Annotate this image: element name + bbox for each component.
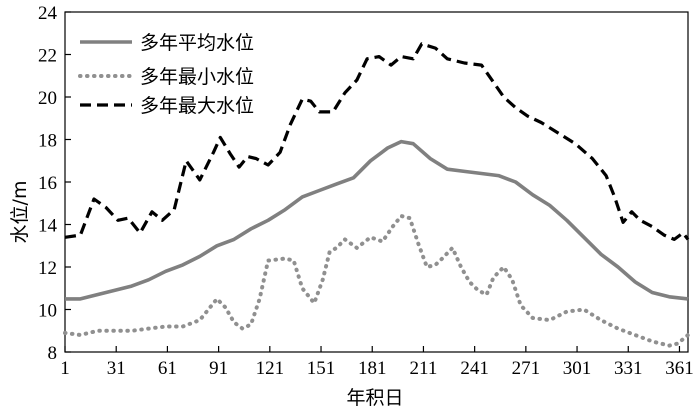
series-lines: [63, 42, 690, 348]
y-axis-title: 水位/m: [9, 181, 31, 244]
x-tick-label: 271: [512, 358, 541, 379]
y-tick-label: 20: [38, 88, 57, 109]
axis-ticks: 1 31 61 91 121 151 181 211 241 271 301 331 361 8 10 12 1…: [38, 3, 694, 379]
y-tick-label: 14: [38, 216, 58, 237]
plot-frame: [64, 11, 689, 353]
x-tick-label: 211: [410, 358, 438, 379]
x-tick-label: 91: [209, 358, 228, 379]
y-tick-label: 8: [48, 343, 58, 364]
y-tick-label: 10: [38, 301, 57, 322]
y-tick-label: 24: [38, 3, 58, 24]
x-tick-label: 121: [256, 358, 285, 379]
y-tick-label: 16: [38, 173, 57, 194]
x-tick-label: 361: [665, 358, 694, 379]
y-tick-label: 22: [38, 46, 57, 67]
series-line-min-level: [63, 214, 690, 348]
legend-label-min-level: 多年最小水位: [140, 66, 254, 88]
x-tick-label: 241: [460, 358, 489, 379]
y-tick-label: 12: [38, 258, 57, 279]
series-line-mean-level: [65, 139, 689, 301]
x-tick-label: 61: [158, 358, 177, 379]
x-tick-label: 331: [614, 358, 643, 379]
x-axis-title: 年积日: [346, 387, 403, 409]
plot-border: [64, 11, 689, 353]
legend-label-mean-level: 多年平均水位: [140, 32, 254, 54]
series-line-max-level: [64, 42, 690, 241]
x-tick-label: 181: [358, 358, 387, 379]
legend-label-max-level: 多年最大水位: [140, 95, 254, 117]
x-tick-label: 1: [60, 358, 70, 379]
x-tick-label: 151: [307, 358, 336, 379]
x-tick-label: 301: [563, 358, 592, 379]
x-tick-label: 31: [107, 358, 126, 379]
y-tick-label: 18: [38, 131, 57, 152]
